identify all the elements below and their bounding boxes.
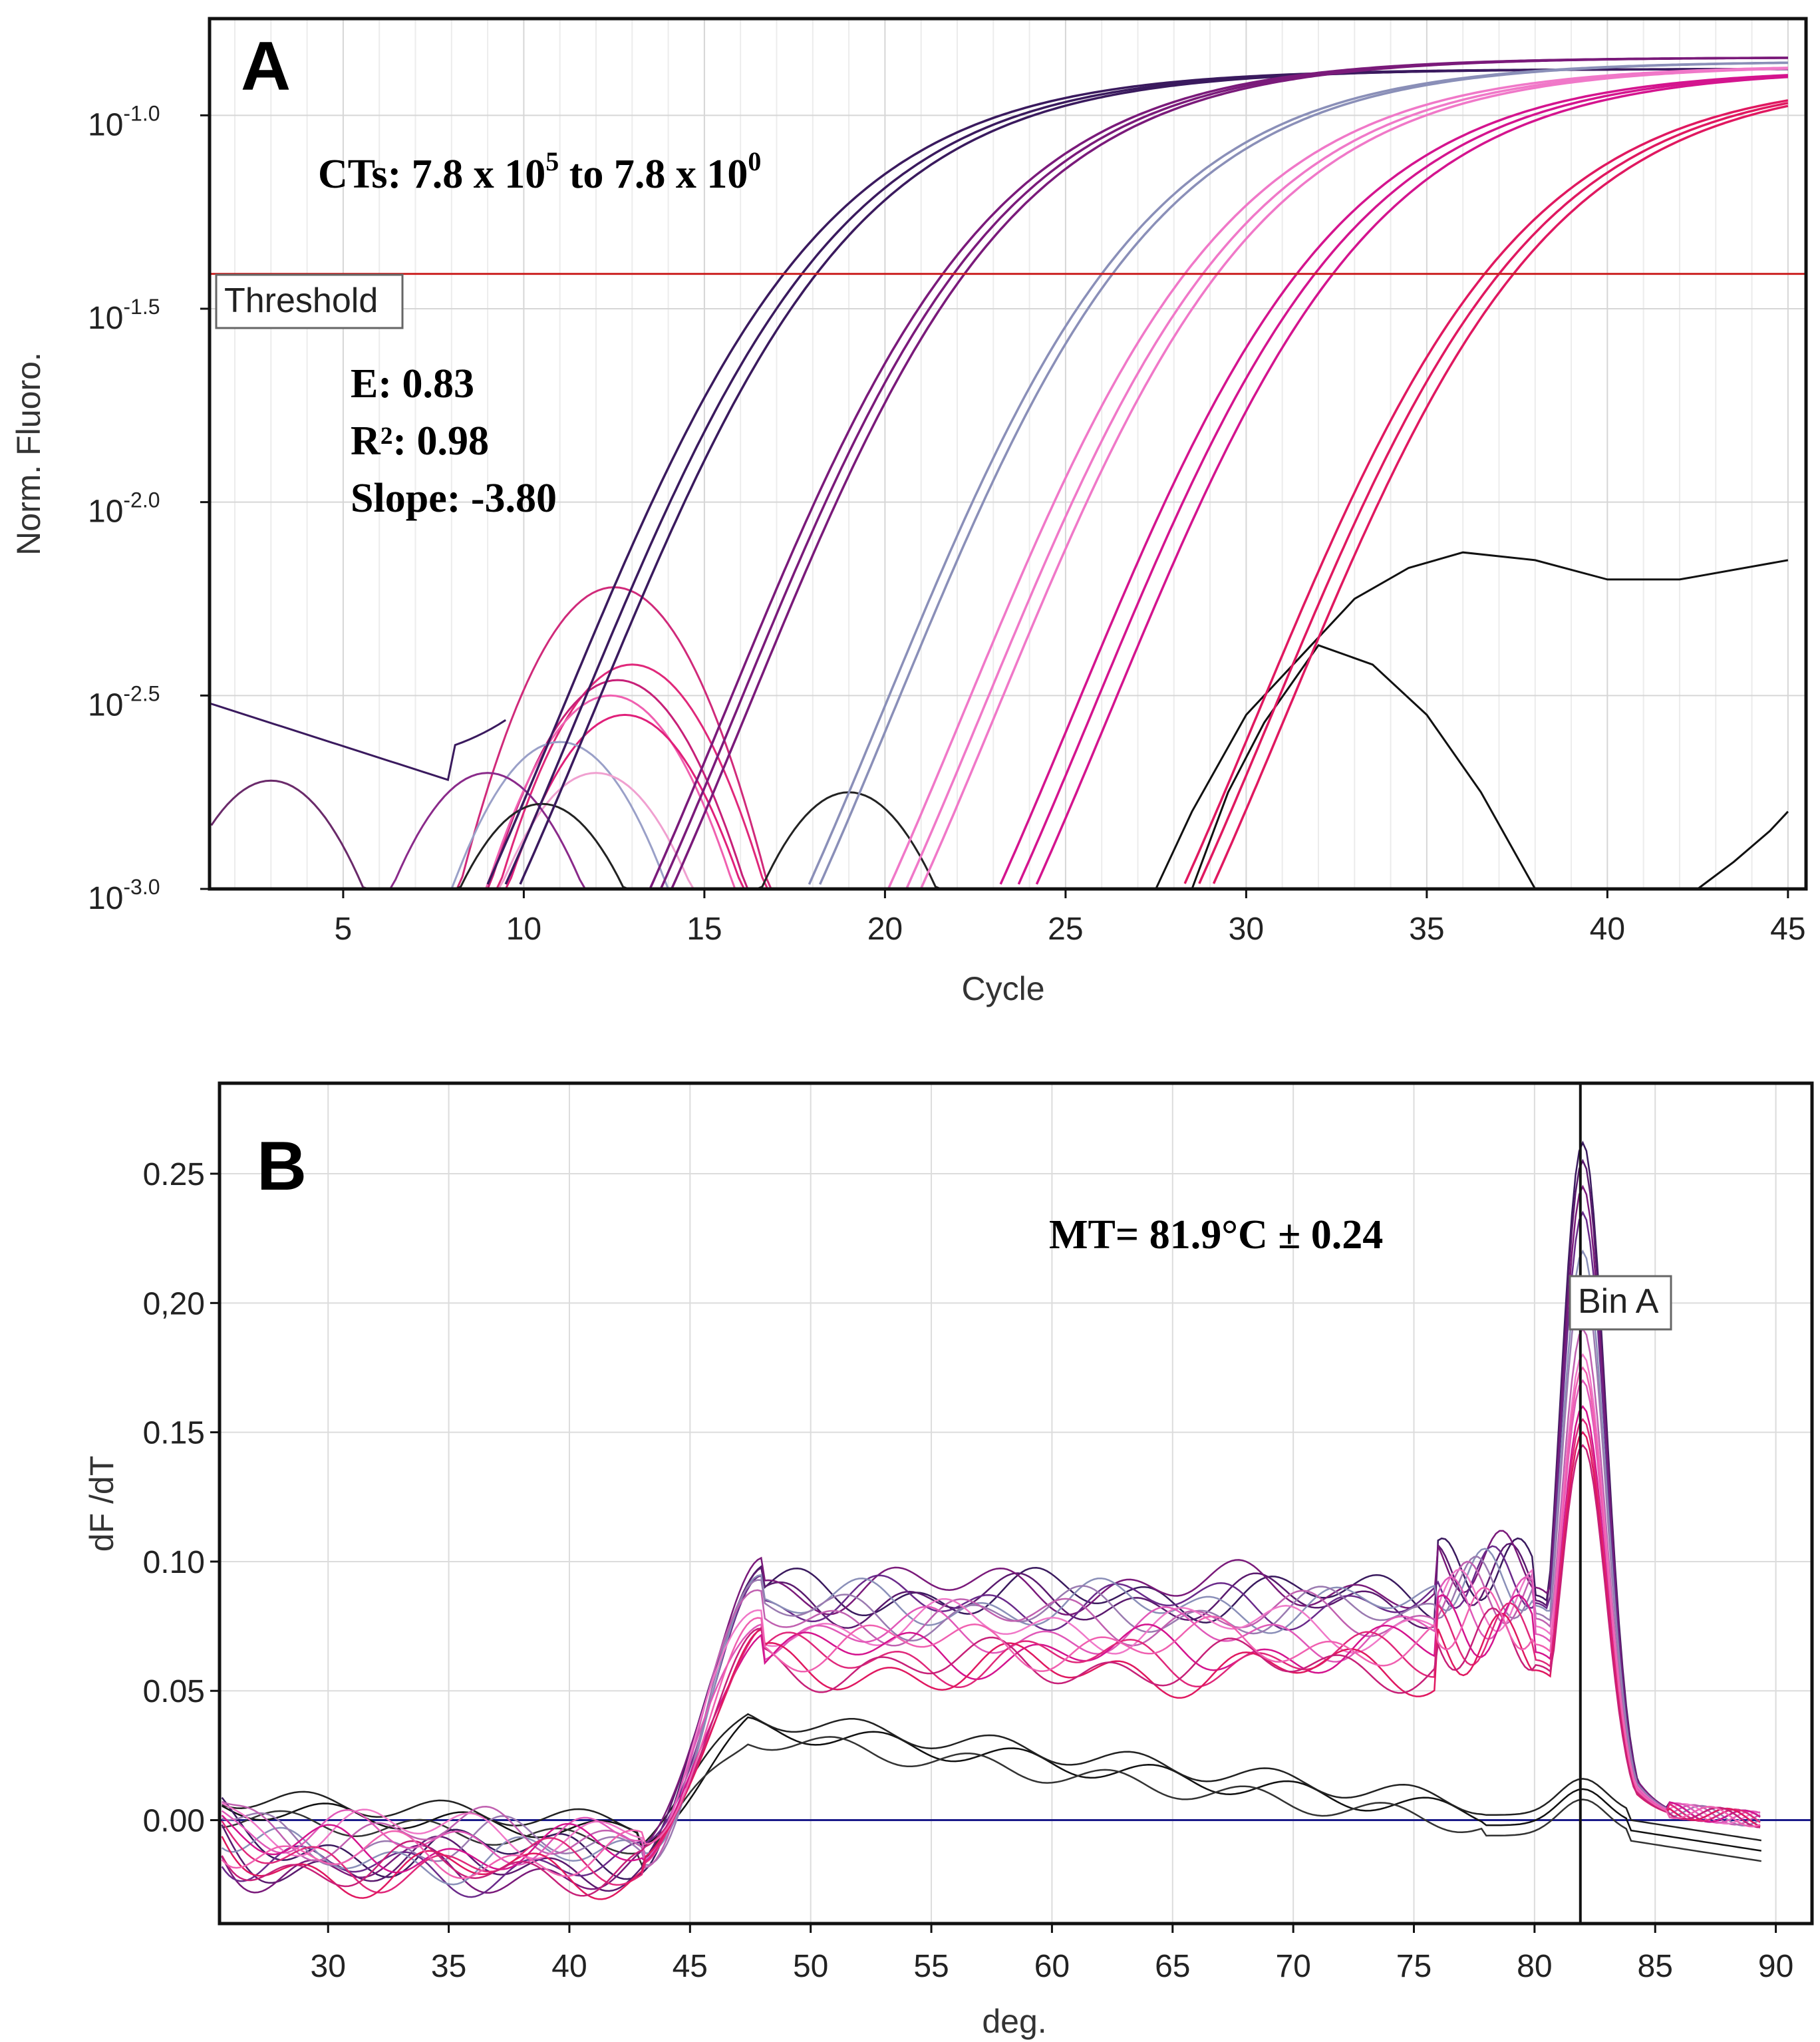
x-tick-label: 45: [1770, 912, 1805, 947]
panel-b-x-axis-label: deg.: [982, 2003, 1046, 2040]
amplification-curve: [920, 67, 1788, 889]
x-tick-label: 80: [1517, 1949, 1552, 1984]
panel-b: 30 35 40 45 50 55 60 65 70 75 80 85 90 0.000.050.100…: [83, 1081, 1814, 2040]
panel-b-frame: [218, 1081, 1814, 1926]
amplification-curve: [1017, 75, 1788, 885]
ntc-melt-curve: [222, 1713, 1762, 1847]
y-tick-label: 10-2.5: [88, 681, 160, 723]
x-tick-label: 40: [551, 1949, 587, 1984]
x-tick-label: 10: [506, 912, 541, 947]
x-tick-label: 35: [1409, 912, 1444, 947]
slope-annotation: Slope: -3.80: [351, 476, 557, 521]
x-tick-label: 70: [1275, 1949, 1310, 1984]
panel-a-x-ticks: 5 10 15 20 25 30 35 40 45: [335, 889, 1806, 947]
amplification-curve: [1183, 99, 1789, 884]
early-baseline-curve: [209, 702, 506, 782]
panel-b-melt-curves: [221, 1140, 1761, 1900]
panel-a-ntc-curves: [1155, 551, 1789, 890]
melt-curve: [221, 1158, 1761, 1892]
panel-b-x-ticks: 30 35 40 45 50 55 60 65 70 75 80 85 90: [311, 1924, 1793, 1984]
melt-curve: [221, 1366, 1761, 1880]
y-tick-label: 0.25: [143, 1157, 205, 1192]
melt-curve: [222, 1327, 1761, 1869]
panel-a-amplification-curves: [486, 57, 1789, 889]
y-tick-label: 0.00: [143, 1804, 205, 1839]
y-tick-label: 10-1.5: [88, 295, 160, 336]
y-tick-label: 0.10: [143, 1545, 205, 1580]
x-tick-label: 50: [793, 1949, 828, 1984]
ntc-curve: [1697, 810, 1789, 890]
ct-range-annotation: CTs: 7.8 x 105 to 7.8 x 100: [318, 146, 761, 197]
noise-curve: [384, 772, 591, 890]
amplification-curve: [1212, 104, 1789, 884]
x-tick-label: 30: [1229, 912, 1264, 947]
panel-a-letter: A: [241, 28, 291, 105]
x-tick-label: 5: [335, 912, 353, 947]
bin-a-label-box: Bin A: [1569, 1275, 1672, 1331]
y-tick-label: 10-2.0: [88, 488, 160, 530]
panel-b-letter: B: [257, 1128, 307, 1205]
x-tick-label: 75: [1396, 1949, 1432, 1984]
amplification-curve: [819, 61, 1788, 885]
y-tick-label: 0.05: [143, 1674, 205, 1709]
threshold-label-box: Threshold: [215, 273, 404, 329]
x-tick-label: 40: [1590, 912, 1625, 947]
panel-a: 5 10 15 20 25 30 35 40 45 10-1.0 10-1.5 10-2.0 10-2…: [10, 17, 1808, 1007]
ntc-curve: [1191, 644, 1537, 890]
ntc-melt-curve: [222, 1736, 1762, 1867]
x-tick-label: 30: [311, 1949, 346, 1984]
melt-curve: [221, 1431, 1761, 1900]
bin-a-label: Bin A: [1578, 1282, 1659, 1321]
y-tick-label: 10-1.0: [88, 101, 160, 142]
panel-a-plot-area: [210, 19, 1806, 889]
panel-a-x-axis-label: Cycle: [961, 970, 1044, 1007]
noise-curve: [210, 779, 369, 890]
x-tick-label: 45: [673, 1949, 708, 1984]
x-tick-label: 35: [431, 1949, 466, 1984]
r2-annotation: R²: 0.98: [351, 419, 489, 464]
amplification-curve: [999, 74, 1788, 885]
x-tick-label: 85: [1638, 1949, 1673, 1984]
x-tick-label: 20: [867, 912, 903, 947]
noise-curve: [446, 741, 674, 890]
melt-temperature-annotation: MT= 81.9°C ± 0.24: [1049, 1212, 1383, 1258]
panel-b-plot-area: [220, 1083, 1812, 1924]
noise-curve: [480, 694, 736, 890]
melt-curve: [222, 1275, 1761, 1866]
threshold-label: Threshold: [224, 281, 378, 320]
x-tick-label: 55: [913, 1949, 949, 1984]
noise-curve: [496, 663, 769, 890]
x-tick-label: 15: [686, 912, 722, 947]
panel-b-y-axis-label: dF /dT: [83, 1456, 120, 1552]
melt-curve: [221, 1210, 1761, 1898]
y-tick-label: 0.15: [143, 1416, 205, 1451]
amplification-curve: [1198, 102, 1789, 884]
melt-curve: [221, 1184, 1761, 1894]
x-tick-label: 65: [1155, 1949, 1190, 1984]
panel-a-frame: [208, 17, 1808, 891]
efficiency-annotation: E: 0.83: [351, 361, 474, 407]
melt-curve: [221, 1418, 1761, 1894]
panel-a-y-axis-label: Norm. Fluoro.: [10, 352, 47, 556]
x-tick-label: 60: [1034, 1949, 1070, 1984]
x-tick-label: 25: [1048, 912, 1083, 947]
x-tick-label: 90: [1758, 1949, 1793, 1984]
amplification-curve: [1035, 75, 1788, 885]
panel-a-grid: [210, 19, 1806, 890]
y-tick-label: 0,20: [143, 1286, 205, 1321]
y-tick-label: 10-3.0: [88, 875, 160, 916]
amplification-curve: [671, 57, 1788, 889]
ntc-curve: [1155, 551, 1789, 890]
panel-a-y-ticks: 10-1.0 10-1.5 10-2.0 10-2.5 10-3.0: [88, 101, 210, 916]
panel-b-y-ticks: 0.00 0.05 0.10 0.15 0,20 0.25: [143, 1157, 220, 1839]
